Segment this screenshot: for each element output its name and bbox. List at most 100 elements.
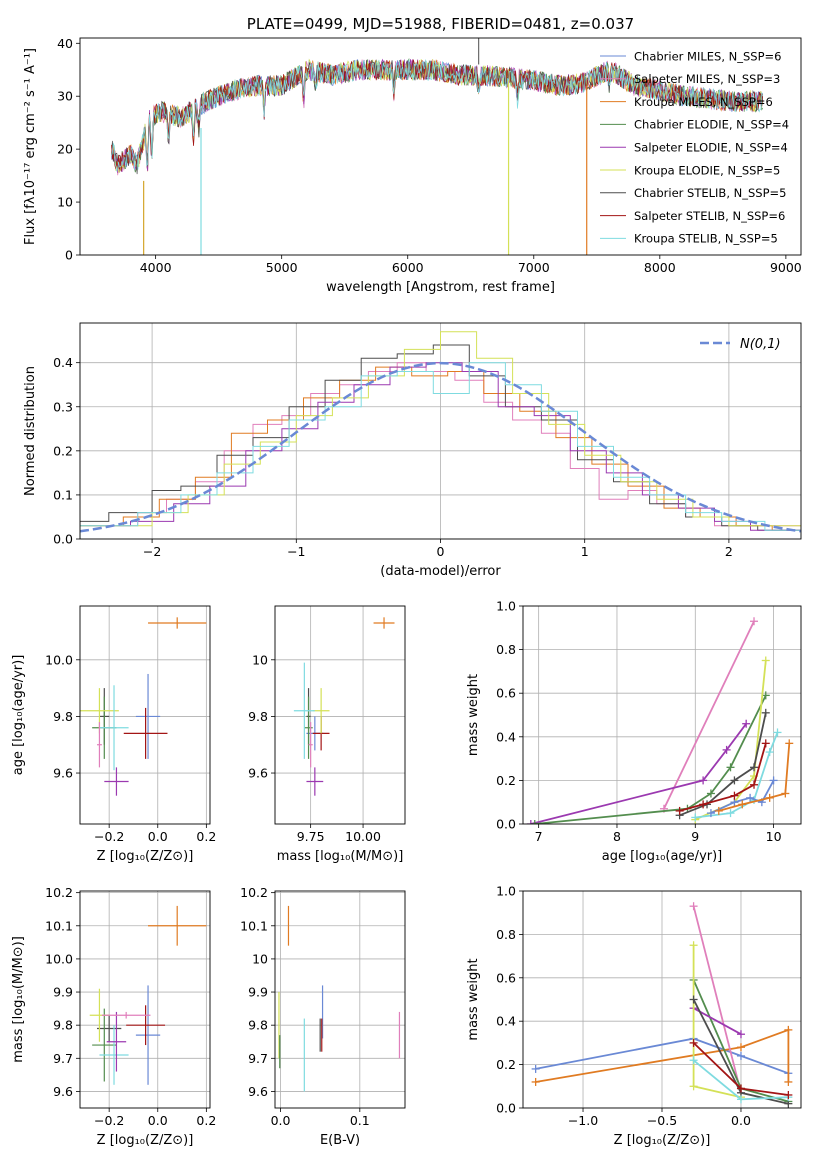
x-tick-label: 7	[535, 829, 543, 844]
y-tick-label: 0.2	[496, 1057, 516, 1072]
legend-label: Chabrier MILES, N_SSP=6	[634, 49, 781, 63]
weight-line	[535, 1028, 790, 1083]
errorbar-point	[293, 662, 315, 759]
x-axis-label: Z [log₁₀(Z/Z⊙)]	[97, 1133, 194, 1148]
y-tick-label: 9.6	[53, 1084, 73, 1099]
weight-marker	[689, 995, 698, 1004]
x-tick-label: 0.0	[148, 829, 168, 844]
x-tick-label: 0.2	[196, 829, 216, 844]
histogram-1	[80, 366, 801, 539]
x-tick-label: 0.1	[350, 1113, 370, 1128]
legend-label: Kroupa STELIB, N_SSP=5	[634, 232, 778, 246]
x-tick-label: 8	[613, 829, 621, 844]
weight-marker	[773, 728, 782, 737]
y-tick-label: 10	[57, 195, 73, 210]
ticks: −1.0 −0.5 0.0 0.0 0.2 0.4 0.6 0.8 1.0	[496, 884, 751, 1129]
y-tick-label: 20	[57, 142, 73, 157]
y-tick-label: 10	[252, 951, 268, 966]
legend: N(0,1)	[700, 337, 781, 352]
errorbar-point	[99, 1025, 129, 1085]
x-tick-label: 6000	[392, 260, 424, 275]
legend-label: Kroupa MILES, N_SSP=6	[634, 95, 773, 109]
weight-marker	[706, 809, 715, 818]
x-tick-label: 2	[725, 544, 733, 559]
y-tick-label: 10.2	[240, 885, 268, 900]
weight-marker	[699, 800, 708, 809]
x-tick-label: −0.2	[94, 1113, 124, 1128]
weight-marker	[730, 776, 739, 785]
weight-line	[693, 1007, 742, 1035]
errorbar-point	[135, 673, 161, 759]
weight-marker	[689, 1056, 698, 1065]
x-tick-label: 0.0	[271, 1113, 291, 1128]
weight-marker	[736, 1095, 745, 1104]
x-tick-label: 10	[766, 829, 782, 844]
y-tick-label: 9.8	[248, 709, 268, 724]
x-tick-label: 8000	[644, 260, 676, 275]
ticks: 9.75 10.00 9.6 9.8 10	[248, 652, 381, 844]
weight-marker	[531, 1064, 540, 1073]
y-tick-label: 0.0	[53, 532, 73, 547]
y-tick-label: 0.8	[496, 927, 516, 942]
errorbar-point	[97, 1015, 122, 1042]
x-tick-label: −1.0	[568, 1113, 598, 1128]
weight-marker	[675, 806, 684, 815]
y-tick-label: 1.0	[496, 599, 516, 614]
panel-spectrum: 4000 5000 6000 7000 8000 9000 0 10 20 30 40 wavelen…	[23, 36, 802, 295]
errorbar-point	[106, 1011, 127, 1072]
axes-frame	[274, 605, 406, 825]
panel-age-vs-Z: −0.2 0.0 0.2 9.6 9.8 10.0 Z [log₁₀(Z/Z⊙)] age […	[11, 605, 216, 864]
weight-marker	[761, 708, 770, 717]
x-tick-label: 5000	[266, 260, 298, 275]
errorbar-point	[123, 707, 168, 759]
errorbar-point	[126, 1005, 166, 1046]
weight-marker	[784, 1077, 793, 1086]
y-tick-label: 9.8	[53, 1018, 73, 1033]
gridlines	[275, 891, 405, 1108]
errorbar-point	[304, 696, 313, 759]
panel-weight-vs-Z: −1.0 −0.5 0.0 0.0 0.2 0.4 0.6 0.8 1.0 Z [log₁₀(Z/…	[466, 884, 802, 1148]
panel-age-vs-mass: 9.75 10.00 9.6 9.8 10 mass [log₁₀(M/M⊙)]	[248, 605, 406, 864]
legend-label: Chabrier STELIB, N_SSP=5	[634, 186, 786, 200]
x-tick-label: −0.5	[647, 1113, 677, 1128]
plot-area-age-vs-Z	[80, 606, 210, 824]
plot-area-weight-vs-age	[523, 606, 801, 824]
y-tick-label: 0.6	[496, 970, 516, 985]
weight-marker	[738, 800, 747, 809]
plot-area-mass-vs-EBV	[275, 891, 405, 1108]
panel-mass-vs-Z: −0.2 0.0 0.2 9.6 9.7 9.8 9.9 10.0 10.1 10.2 Z [log…	[11, 885, 216, 1148]
legend-label: N(0,1)	[740, 337, 781, 352]
y-axis-label: mass weight	[466, 674, 481, 756]
errorbar-point	[308, 722, 313, 768]
errorbar-point	[92, 1008, 117, 1082]
errorbar-point	[104, 767, 129, 796]
weight-marker	[785, 739, 794, 748]
gridlines	[523, 891, 801, 1108]
weight-line	[534, 695, 767, 824]
y-tick-label: 0.0	[496, 817, 516, 832]
spectrum-line	[111, 59, 764, 171]
axes-frame	[522, 605, 802, 825]
y-tick-label: 10.1	[45, 918, 73, 933]
normal-curve	[80, 361, 801, 533]
errorbar-point	[97, 722, 102, 768]
y-tick-label: 30	[57, 89, 73, 104]
x-axis-label: mass [log₁₀(M/M⊙)]	[277, 849, 404, 864]
plot-area-weight-vs-Z	[523, 891, 801, 1108]
y-axis-label: mass weight	[466, 958, 481, 1040]
axes-frame	[274, 890, 406, 1109]
x-tick-label: 9000	[770, 260, 802, 275]
x-tick-label: −1	[287, 544, 305, 559]
weight-marker	[736, 1043, 745, 1052]
spectrum-line	[111, 59, 764, 172]
y-tick-label: 0.2	[53, 443, 73, 458]
plot-area-spectrum	[111, 38, 764, 255]
errorbar-point	[148, 617, 207, 629]
x-axis-label: E(B-V)	[320, 1133, 360, 1148]
x-axis-label: Z [log₁₀(Z/Z⊙)]	[97, 849, 194, 864]
x-tick-label: 1	[581, 544, 589, 559]
weight-marker	[746, 793, 755, 802]
y-tick-label: 0.3	[53, 399, 73, 414]
chart-title: PLATE=0499, MJD=51988, FIBERID=0481, z=0…	[247, 15, 634, 33]
